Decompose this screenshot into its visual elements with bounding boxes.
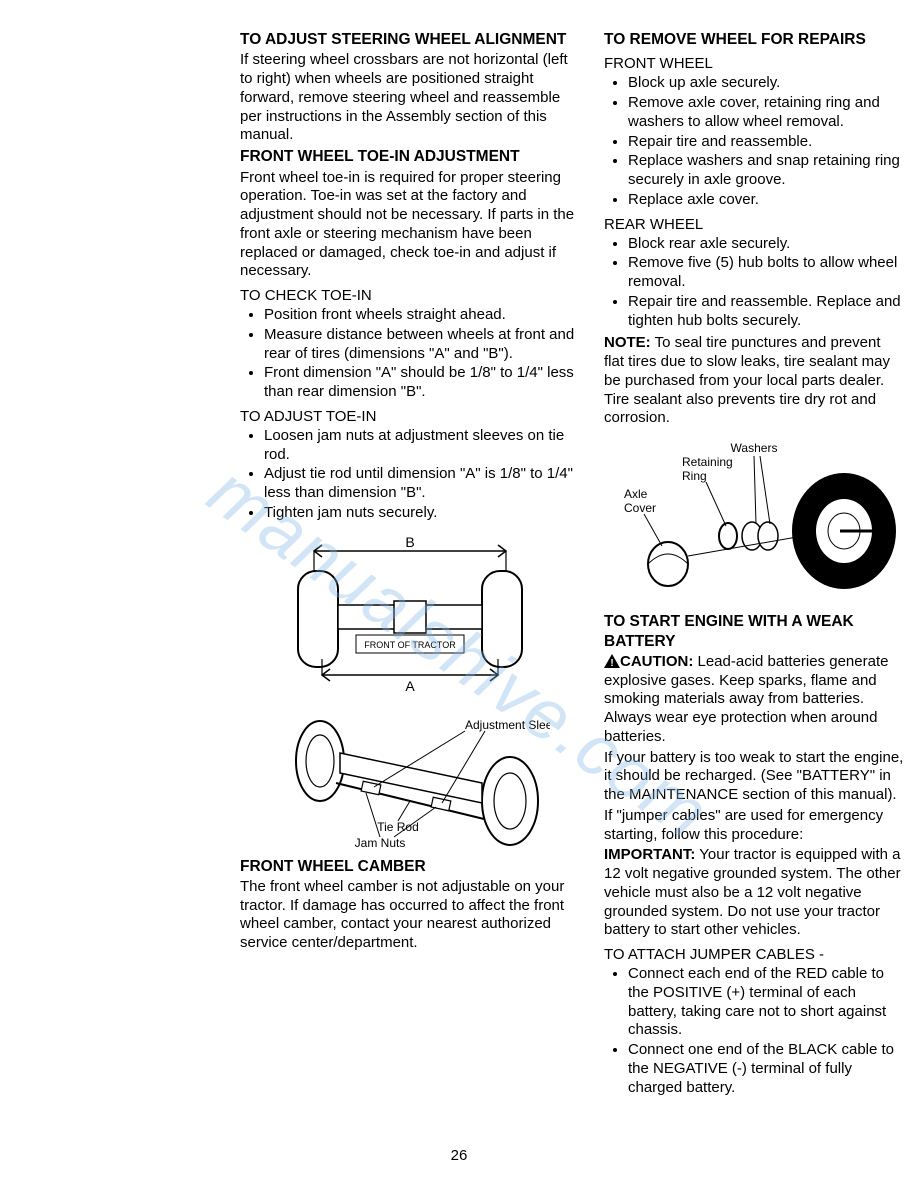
left-column: TO ADJUST STEERING WHEEL ALIGNMENT If st… [40, 30, 580, 1101]
heading-start-weak-battery: TO START ENGINE WITH A WEAK BATTERY [604, 612, 904, 651]
important-label: IMPORTANT: [604, 846, 695, 863]
label-jam-nuts: Jam Nuts [355, 836, 406, 850]
list-item: Replace axle cover. [628, 191, 904, 210]
note-tire-sealant: NOTE: To seal tire punctures and prevent… [604, 334, 904, 428]
list-adjust-toe-in: Loosen jam nuts at adjustment sleeves on… [240, 427, 580, 523]
right-column: TO REMOVE WHEEL FOR REPAIRS FRONT WHEEL … [604, 30, 904, 1101]
list-item: Remove five (5) hub bolts to allow wheel… [628, 254, 904, 292]
para-jumper-cables: If "jumper cables" are used for emergenc… [604, 807, 904, 845]
list-item: Position front wheels straight ahead. [264, 306, 580, 325]
label-B: B [405, 534, 414, 550]
list-jumper-cables: Connect each end of the RED cable to the… [604, 965, 904, 1097]
page-number: 26 [0, 1147, 918, 1164]
important-block: IMPORTANT: Your tractor is equipped with… [604, 846, 904, 940]
list-item: Adjust tie rod until dimension "A" is 1/… [264, 465, 580, 503]
label-adjustment-sleeves: Adjustment Sleeves [465, 718, 550, 732]
label-tie-rod: Tie Rod [377, 820, 419, 834]
label-axle-2: Cover [624, 501, 656, 515]
caution-block: ! CAUTION: Lead-acid batteries generate … [604, 653, 904, 747]
list-rear-wheel: Block rear axle securely. Remove five (5… [604, 235, 904, 331]
heading-remove-wheel: TO REMOVE WHEEL FOR REPAIRS [604, 30, 904, 49]
note-label: NOTE: [604, 334, 651, 351]
svg-text:!: ! [610, 658, 613, 668]
wheel-exploded-diagram: Washers Retaining Ring Axle Cover [604, 436, 904, 606]
label-front-of-tractor: FRONT OF TRACTOR [364, 640, 456, 650]
list-item: Remove axle cover, retaining ring and wa… [628, 94, 904, 132]
list-item: Loosen jam nuts at adjustment sleeves on… [264, 427, 580, 465]
heading-steering-alignment: TO ADJUST STEERING WHEEL ALIGNMENT [240, 30, 580, 49]
heading-front-wheel-camber: FRONT WHEEL CAMBER [240, 857, 580, 876]
heading-attach-jumper-cables: TO ATTACH JUMPER CABLES - [604, 946, 904, 963]
heading-rear-wheel: REAR WHEEL [604, 216, 904, 233]
para-steering-alignment: If steering wheel crossbars are not hori… [240, 51, 580, 145]
list-item: Measure distance between wheels at front… [264, 326, 580, 364]
para-front-wheel-camber: The front wheel camber is not adjustable… [240, 878, 580, 953]
heading-check-toe-in: TO CHECK TOE-IN [240, 287, 580, 304]
caution-label: CAUTION: [620, 653, 693, 670]
list-item: Tighten jam nuts securely. [264, 504, 580, 523]
warning-triangle-icon: ! [604, 654, 620, 668]
label-retaining-ring-2: Ring [682, 469, 707, 483]
list-item: Front dimension "A" should be 1/8" to 1/… [264, 364, 580, 402]
label-axle-1: Axle [624, 487, 648, 501]
label-A: A [405, 678, 415, 694]
list-item: Replace washers and snap retaining ring … [628, 152, 904, 190]
para-toe-in-adjustment: Front wheel toe-in is required for prope… [240, 169, 580, 282]
para-battery-recharge: If your battery is too weak to start the… [604, 749, 904, 805]
list-item: Repair tire and reassemble. Replace and … [628, 293, 904, 331]
two-column-layout: TO ADJUST STEERING WHEEL ALIGNMENT If st… [40, 30, 878, 1101]
list-item: Block rear axle securely. [628, 235, 904, 254]
list-item: Connect one end of the BLACK cable to th… [628, 1041, 904, 1097]
heading-adjust-toe-in: TO ADJUST TOE-IN [240, 408, 580, 425]
list-check-toe-in: Position front wheels straight ahead. Me… [240, 306, 580, 402]
list-item: Block up axle securely. [628, 74, 904, 93]
list-item: Connect each end of the RED cable to the… [628, 965, 904, 1040]
heading-front-wheel: FRONT WHEEL [604, 55, 904, 72]
list-item: Repair tire and reassemble. [628, 133, 904, 152]
page: manualshive.com TO ADJUST STEERING WHEEL… [0, 0, 918, 1188]
label-retaining-ring-1: Retaining [682, 455, 733, 469]
toe-in-diagram: B FRONT OF TRACTOR A [240, 531, 580, 851]
list-front-wheel: Block up axle securely. Remove axle cove… [604, 74, 904, 209]
heading-toe-in-adjustment: FRONT WHEEL TOE-IN ADJUSTMENT [240, 147, 580, 166]
label-washers: Washers [731, 441, 778, 455]
